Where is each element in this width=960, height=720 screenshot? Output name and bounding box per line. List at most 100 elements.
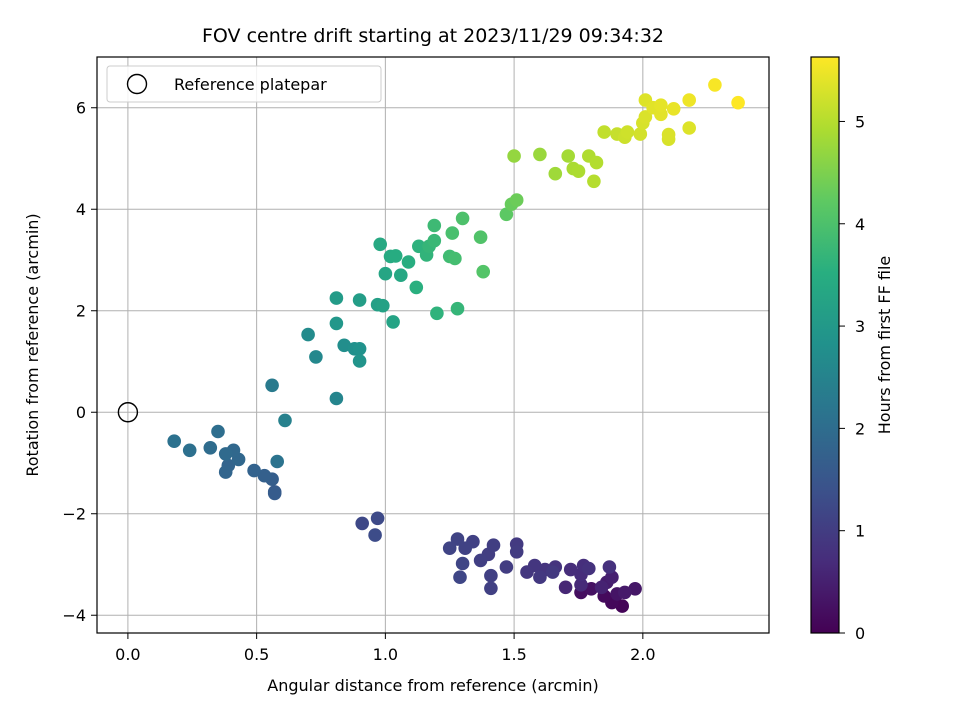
x-tick-label: 2.0 xyxy=(630,645,655,664)
x-tick-label: 1.5 xyxy=(501,645,526,664)
data-point xyxy=(182,443,197,458)
data-point xyxy=(352,342,367,356)
data-point xyxy=(368,528,382,542)
data-point xyxy=(638,110,653,124)
data-point xyxy=(708,78,722,92)
data-point xyxy=(211,424,225,439)
plot-frame xyxy=(96,56,770,634)
colorbar-ticks: 0 1 2 3 4 5 xyxy=(839,112,865,643)
data-point xyxy=(450,532,465,546)
data-point xyxy=(476,264,491,279)
x-tick-label: 0.5 xyxy=(244,645,269,664)
data-point xyxy=(394,268,408,283)
data-point xyxy=(203,441,218,455)
data-point xyxy=(247,463,261,478)
legend-marker xyxy=(126,73,148,95)
data-point xyxy=(545,565,560,579)
data-point xyxy=(628,582,642,596)
data-point xyxy=(455,211,470,226)
data-point xyxy=(615,599,629,613)
x-axis-ticks: 0.0 0.5 1.0 1.5 2.0 xyxy=(115,633,656,664)
data-point xyxy=(355,516,370,531)
colorbar-tick-label: 4 xyxy=(855,215,865,234)
data-point xyxy=(499,560,514,574)
data-point xyxy=(507,149,521,163)
data-point xyxy=(430,306,444,321)
colorbar: 0 1 2 3 4 5 Hours from first FF file xyxy=(810,56,894,643)
data-point xyxy=(329,316,344,331)
data-point xyxy=(589,155,604,170)
data-point xyxy=(682,121,696,135)
data-point xyxy=(654,98,668,112)
data-point xyxy=(620,125,635,139)
data-point xyxy=(257,468,272,483)
data-point xyxy=(427,233,442,248)
data-point xyxy=(602,560,617,574)
data-point xyxy=(587,174,601,189)
data-point xyxy=(373,237,388,252)
data-point xyxy=(509,193,524,207)
data-point xyxy=(597,125,611,139)
colorbar-tick-label: 3 xyxy=(855,317,865,336)
data-point xyxy=(267,486,282,501)
data-point xyxy=(499,207,514,222)
x-axis-label: Angular distance from reference (arcmin) xyxy=(267,676,598,695)
data-point xyxy=(401,255,416,269)
y-tick-label: −4 xyxy=(62,606,86,625)
data-point xyxy=(386,315,400,329)
data-point xyxy=(682,93,696,107)
data-point xyxy=(412,239,426,254)
data-point xyxy=(473,230,488,244)
data-point xyxy=(558,580,573,595)
data-point xyxy=(618,585,632,600)
y-tick-label: 6 xyxy=(76,99,86,118)
data-point xyxy=(574,578,588,592)
data-point xyxy=(455,556,470,571)
y-axis-label: Rotation from reference (arcmin) xyxy=(23,213,42,476)
data-point xyxy=(352,354,367,368)
y-tick-label: 0 xyxy=(76,403,86,422)
x-tick-label: 0.0 xyxy=(115,645,140,664)
colorbar-tick-label: 5 xyxy=(855,112,865,131)
data-point xyxy=(571,164,586,178)
data-point xyxy=(731,95,745,110)
legend: Reference platepar xyxy=(106,65,382,103)
colorbar-frame xyxy=(810,56,840,634)
data-point xyxy=(520,565,534,579)
data-point xyxy=(561,149,575,163)
colorbar-tick-label: 0 xyxy=(855,624,865,643)
data-point xyxy=(594,580,609,595)
data-point xyxy=(533,570,547,584)
data-point xyxy=(584,582,599,596)
data-point xyxy=(666,102,681,116)
data-point xyxy=(370,511,385,526)
y-tick-label: −2 xyxy=(62,505,86,524)
data-point xyxy=(661,127,676,142)
data-point xyxy=(548,166,563,181)
y-tick-label: 4 xyxy=(76,200,86,219)
y-tick-label: 2 xyxy=(76,302,86,321)
data-point xyxy=(378,266,393,281)
data-point xyxy=(278,413,292,428)
data-point xyxy=(301,327,315,342)
data-point xyxy=(509,545,524,559)
chart-title: FOV centre drift starting at 2023/11/29 … xyxy=(202,25,664,47)
x-tick-label: 1.0 xyxy=(373,645,398,664)
data-point xyxy=(427,218,442,233)
colorbar-gradient xyxy=(811,57,839,633)
data-points xyxy=(167,78,745,613)
data-point xyxy=(484,568,498,583)
data-point xyxy=(442,541,457,555)
y-axis-ticks: −4 −2 0 2 4 6 xyxy=(62,99,97,625)
data-point xyxy=(329,291,344,305)
data-point xyxy=(270,454,285,469)
data-point xyxy=(337,338,352,353)
data-point xyxy=(450,301,465,316)
data-point xyxy=(309,350,323,364)
data-point xyxy=(484,581,498,596)
data-point xyxy=(352,293,367,307)
data-point xyxy=(445,226,460,240)
data-point xyxy=(633,127,648,141)
data-point xyxy=(582,561,596,576)
